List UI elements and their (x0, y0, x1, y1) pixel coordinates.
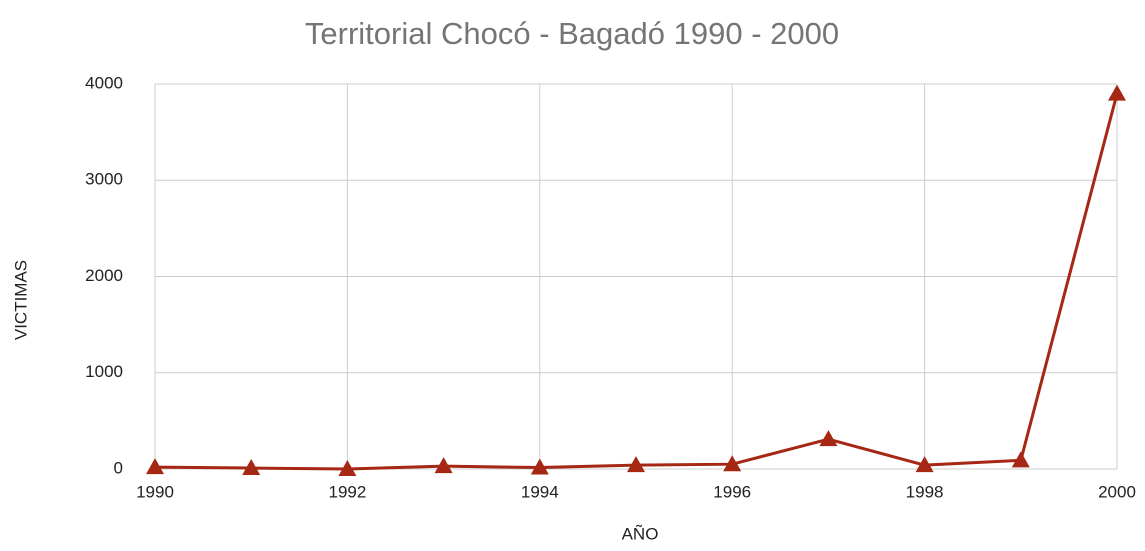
data-point (915, 456, 934, 473)
x-tick-label: 1992 (328, 482, 366, 501)
x-tick-label: 1990 (136, 482, 174, 501)
x-tick-label: 1998 (906, 482, 944, 501)
data-point (530, 458, 549, 475)
data-point (627, 456, 645, 473)
y-tick-label: 3000 (85, 170, 123, 189)
data-point (146, 458, 164, 475)
data-point (338, 460, 357, 476)
y-axis-label: VICTIMAS (11, 260, 30, 340)
x-axis-label: AÑO (622, 524, 659, 543)
x-tick-label: 2000 (1098, 482, 1136, 501)
data-point (434, 457, 453, 474)
data-point (723, 455, 742, 472)
y-tick-label: 1000 (85, 362, 123, 381)
data-point (1011, 451, 1030, 468)
data-point (1108, 84, 1126, 101)
data-line (154, 93, 1119, 471)
y-tick-label: 4000 (85, 73, 123, 92)
x-tick-label: 1994 (521, 482, 559, 501)
data-point (242, 459, 261, 476)
y-tick-label: 0 (114, 458, 123, 477)
y-tick-label: 2000 (85, 266, 123, 285)
chart-title: Territorial Chocó - Bagadó 1990 - 2000 (305, 16, 839, 51)
x-tick-label: 1996 (713, 482, 751, 501)
data-point (819, 430, 838, 447)
